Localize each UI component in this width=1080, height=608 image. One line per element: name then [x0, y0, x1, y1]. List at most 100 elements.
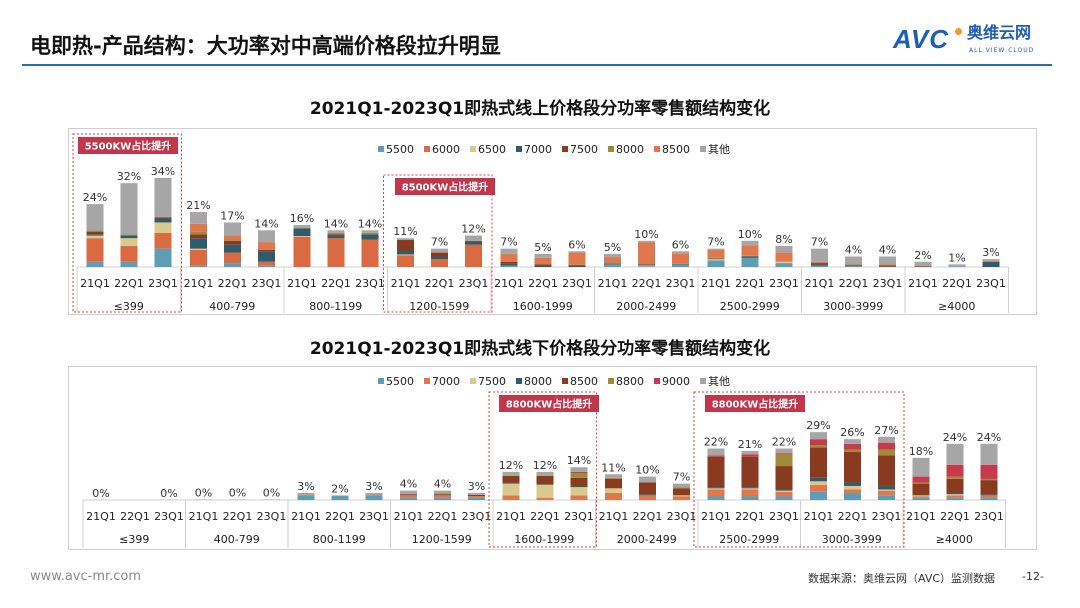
bar-segment-9000 — [946, 464, 964, 477]
bar-segment-其他 — [258, 230, 275, 243]
bar-segment-8800 — [844, 449, 861, 453]
bar-segment-其他 — [465, 235, 482, 241]
bar-segment-7000 — [946, 495, 964, 498]
period-label: 23Q1 — [355, 277, 385, 290]
bar-segment-8000 — [86, 230, 104, 232]
bar-segment-9000 — [980, 464, 998, 479]
logo-mark: AVC — [893, 24, 949, 54]
bar-segment-8500 — [604, 257, 621, 264]
footer-url[interactable]: www.avc-mr.com — [30, 569, 142, 584]
legend-swatch-5500 — [378, 146, 384, 152]
bar-segment-7500 — [397, 240, 414, 251]
header-divider — [22, 64, 1052, 66]
avc-logo: AVC 奥维云网 ALL VIEW CLOUD — [893, 22, 1063, 60]
bar-segment-7500 — [605, 488, 622, 493]
period-label: 22Q1 — [940, 510, 970, 523]
period-label: 21Q1 — [805, 277, 835, 290]
group-label: 3000-3999 — [822, 533, 882, 546]
annotation-badge — [78, 137, 178, 154]
period-label: 21Q1 — [291, 510, 321, 523]
bar-segment-6000 — [327, 238, 345, 267]
period-label: 22Q1 — [633, 510, 663, 523]
bar-segment-8500 — [672, 253, 689, 264]
bar-segment-5500 — [224, 263, 241, 267]
legend-label: 其他 — [708, 143, 730, 156]
bar-segment-8000 — [570, 485, 588, 488]
annotation-badge — [705, 395, 805, 412]
bar-segment-其他 — [500, 248, 518, 254]
bar-segment-6000 — [120, 246, 138, 262]
bar-segment-7500 — [534, 264, 552, 266]
bar-segment-7000 — [468, 496, 485, 498]
bar-segment-8000 — [707, 257, 725, 259]
legend-swatch-7500 — [562, 146, 568, 152]
bar-segment-7000 — [811, 264, 828, 266]
bar-segment-7000 — [878, 490, 895, 496]
period-label: 21Q1 — [701, 277, 731, 290]
bar-segment-其他 — [397, 238, 414, 241]
period-label: 23Q1 — [769, 510, 799, 523]
bar-segment-其他 — [741, 240, 759, 246]
group-label: 800-1199 — [309, 300, 362, 313]
total-label: 3% — [297, 480, 314, 493]
bar-segment-8800 — [810, 445, 827, 448]
bar-segment-7000 — [361, 234, 379, 240]
total-label: 7% — [707, 236, 724, 249]
period-label: 22Q1 — [114, 277, 144, 290]
legend-label: 7000 — [524, 143, 552, 156]
bar-segment-其他 — [190, 211, 207, 224]
bar-segment-7500 — [879, 265, 896, 267]
total-label: 4% — [879, 244, 896, 257]
total-label: 1% — [948, 251, 965, 264]
legend-swatch-7500 — [470, 378, 476, 384]
bar-segment-5500 — [86, 261, 104, 267]
bar-segment-7000 — [672, 263, 689, 265]
period-label: 21Q1 — [86, 510, 116, 523]
total-label: 10% — [738, 228, 762, 241]
bar-segment-8000 — [639, 494, 656, 496]
bar-segment-8500 — [982, 260, 1000, 262]
bar-segment-其他 — [605, 474, 622, 478]
bar-segment-7000 — [154, 218, 172, 223]
bar-segment-7000 — [912, 496, 930, 498]
annotation-badge — [395, 178, 495, 195]
total-label: 7% — [431, 236, 448, 249]
total-label: 0% — [92, 487, 109, 500]
bar-segment-5500 — [154, 248, 172, 267]
group-label: ≤399 — [119, 533, 149, 546]
bar-segment-5500 — [741, 257, 759, 267]
bar-segment-5500 — [845, 265, 862, 267]
bar-segment-7500 — [536, 484, 554, 498]
bar-segment-7500 — [878, 489, 895, 491]
total-label: 5% — [534, 241, 551, 254]
bar-segment-7500 — [570, 487, 588, 496]
bar-segment-其他 — [365, 492, 383, 495]
bar-segment-其他 — [845, 256, 862, 264]
bar-segment-5500 — [468, 497, 485, 500]
bar-segment-5500 — [707, 260, 725, 267]
period-label: 23Q1 — [976, 277, 1006, 290]
period-label: 23Q1 — [359, 510, 389, 523]
legend-swatch-8500 — [654, 146, 660, 152]
bar-segment-7000 — [500, 263, 518, 266]
bar-segment-5500 — [912, 497, 930, 500]
legend-label: 7500 — [478, 375, 506, 388]
legend-swatch-5500 — [378, 378, 384, 384]
annotation-text: 8800KW占比提升 — [712, 398, 799, 411]
bar-segment-8000 — [844, 482, 861, 486]
period-label: 23Q1 — [154, 510, 184, 523]
bar-segment-6000 — [224, 252, 241, 264]
bar-segment-其他 — [980, 443, 998, 465]
bar-segment-8500 — [845, 263, 862, 265]
group-label: 2500-2999 — [719, 533, 779, 546]
period-label: 22Q1 — [942, 277, 972, 290]
bar-segment-7500 — [568, 264, 586, 266]
total-label: 22% — [772, 436, 796, 449]
bar-segment-5500 — [258, 265, 275, 267]
total-label: 21% — [738, 438, 762, 451]
bar-segment-其他 — [948, 264, 966, 267]
bar-segment-7500 — [811, 263, 828, 265]
bar-segment-其他 — [502, 471, 520, 476]
bar-segment-6500 — [293, 236, 311, 237]
